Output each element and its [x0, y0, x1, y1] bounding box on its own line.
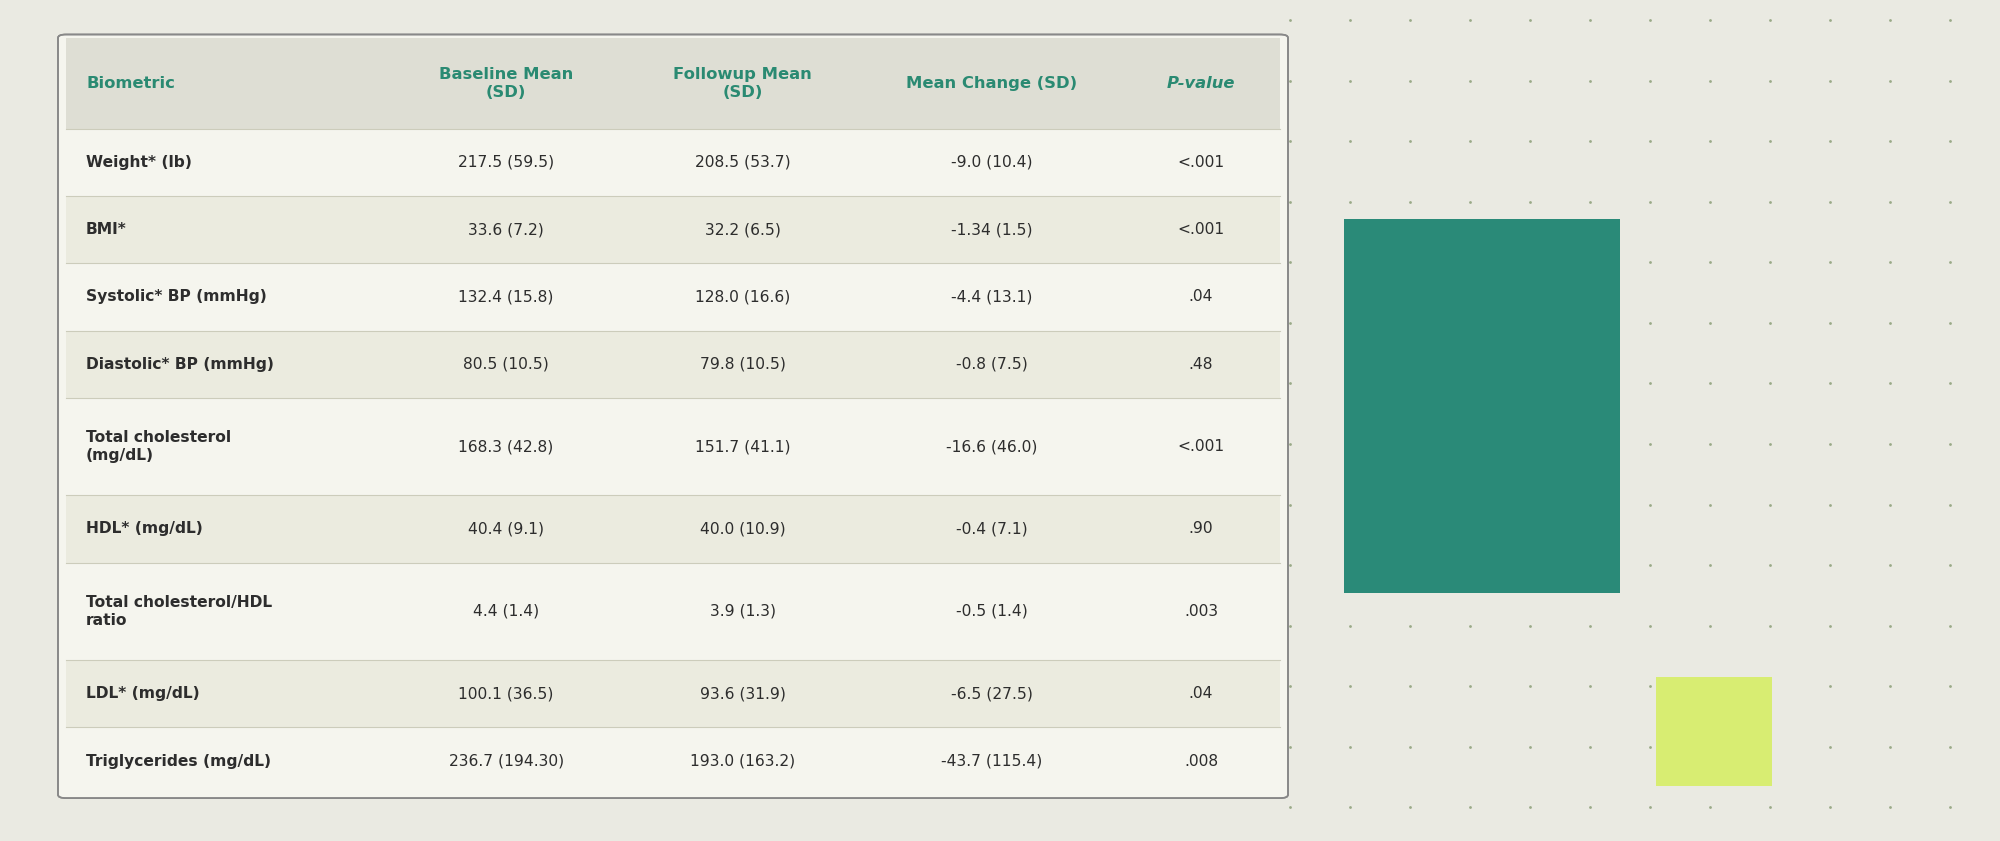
Text: .04: .04 [1188, 289, 1214, 304]
Text: Total cholesterol/HDL
ratio: Total cholesterol/HDL ratio [86, 595, 272, 628]
Bar [66, 495, 1280, 563]
Text: Baseline Mean
(SD): Baseline Mean (SD) [438, 66, 574, 100]
Bar [66, 196, 1280, 263]
Text: Followup Mean
(SD): Followup Mean (SD) [674, 66, 812, 100]
Text: .04: .04 [1188, 686, 1214, 701]
Text: 151.7 (41.1): 151.7 (41.1) [696, 439, 790, 454]
Bar [66, 331, 1280, 398]
Text: Mean Change (SD): Mean Change (SD) [906, 76, 1078, 91]
Bar [1344, 219, 1620, 593]
Text: -16.6 (46.0): -16.6 (46.0) [946, 439, 1038, 454]
Text: 93.6 (31.9): 93.6 (31.9) [700, 686, 786, 701]
Text: -0.8 (7.5): -0.8 (7.5) [956, 357, 1028, 372]
Text: 193.0 (163.2): 193.0 (163.2) [690, 754, 796, 769]
Text: 217.5 (59.5): 217.5 (59.5) [458, 155, 554, 170]
FancyBboxPatch shape [58, 34, 1288, 798]
Text: 3.9 (1.3): 3.9 (1.3) [710, 604, 776, 619]
Text: -1.34 (1.5): -1.34 (1.5) [950, 222, 1032, 237]
Text: 33.6 (7.2): 33.6 (7.2) [468, 222, 544, 237]
Text: <.001: <.001 [1178, 222, 1224, 237]
Text: .008: .008 [1184, 754, 1218, 769]
Text: -4.4 (13.1): -4.4 (13.1) [950, 289, 1032, 304]
Text: 80.5 (10.5): 80.5 (10.5) [464, 357, 548, 372]
Text: .90: .90 [1188, 521, 1214, 537]
Text: 236.7 (194.30): 236.7 (194.30) [448, 754, 564, 769]
Text: 32.2 (6.5): 32.2 (6.5) [704, 222, 780, 237]
Text: -6.5 (27.5): -6.5 (27.5) [950, 686, 1032, 701]
Text: 40.4 (9.1): 40.4 (9.1) [468, 521, 544, 537]
Text: <.001: <.001 [1178, 155, 1224, 170]
Text: 208.5 (53.7): 208.5 (53.7) [694, 155, 790, 170]
Text: Biometric: Biometric [86, 76, 174, 91]
Text: -0.4 (7.1): -0.4 (7.1) [956, 521, 1028, 537]
Text: LDL* (mg/dL): LDL* (mg/dL) [86, 686, 200, 701]
Text: 40.0 (10.9): 40.0 (10.9) [700, 521, 786, 537]
Bar [1656, 677, 1772, 786]
Text: .003: .003 [1184, 604, 1218, 619]
Text: 4.4 (1.4): 4.4 (1.4) [474, 604, 540, 619]
Text: Systolic* BP (mmHg): Systolic* BP (mmHg) [86, 289, 266, 304]
Text: 100.1 (36.5): 100.1 (36.5) [458, 686, 554, 701]
Text: Triglycerides (mg/dL): Triglycerides (mg/dL) [86, 754, 272, 769]
Text: 168.3 (42.8): 168.3 (42.8) [458, 439, 554, 454]
Text: 132.4 (15.8): 132.4 (15.8) [458, 289, 554, 304]
Text: Weight* (lb): Weight* (lb) [86, 155, 192, 170]
Text: 79.8 (10.5): 79.8 (10.5) [700, 357, 786, 372]
Text: <.001: <.001 [1178, 439, 1224, 454]
Text: -0.5 (1.4): -0.5 (1.4) [956, 604, 1028, 619]
Bar [66, 660, 1280, 727]
Text: .48: .48 [1188, 357, 1214, 372]
Text: Diastolic* BP (mmHg): Diastolic* BP (mmHg) [86, 357, 274, 372]
Text: 128.0 (16.6): 128.0 (16.6) [696, 289, 790, 304]
Text: P-value: P-value [1166, 76, 1236, 91]
Text: HDL* (mg/dL): HDL* (mg/dL) [86, 521, 202, 537]
Text: Total cholesterol
(mg/dL): Total cholesterol (mg/dL) [86, 430, 232, 463]
Text: -9.0 (10.4): -9.0 (10.4) [950, 155, 1032, 170]
Bar [66, 38, 1280, 129]
Text: -43.7 (115.4): -43.7 (115.4) [942, 754, 1042, 769]
Text: BMI*: BMI* [86, 222, 126, 237]
